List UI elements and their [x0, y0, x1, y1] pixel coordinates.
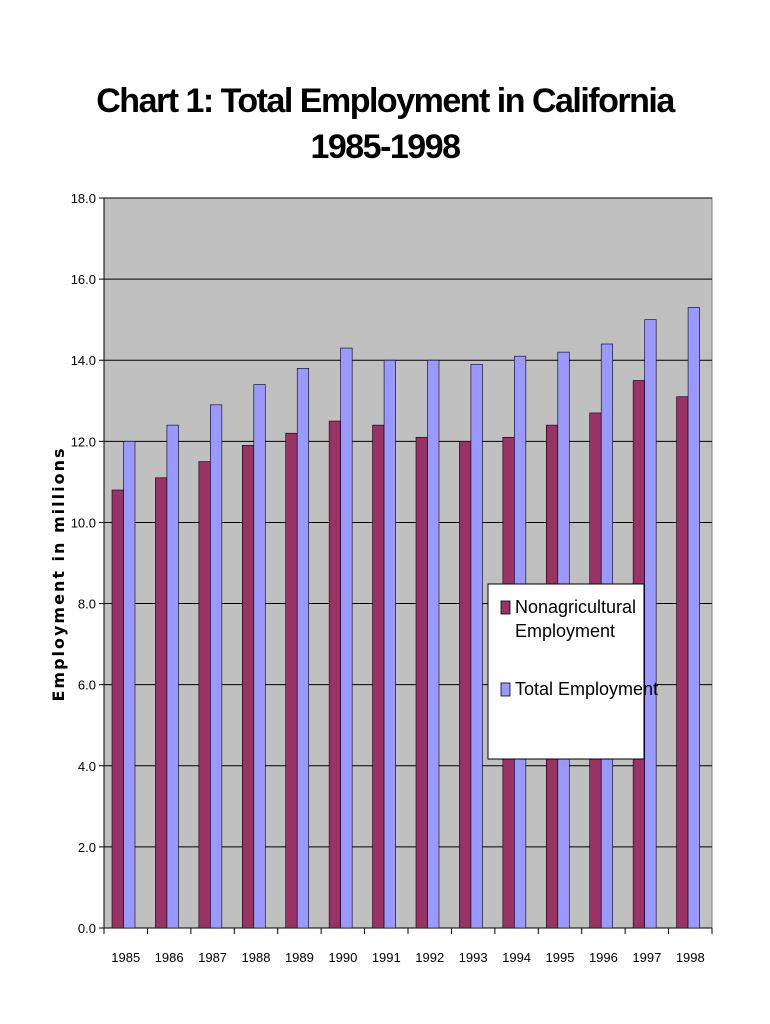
bar: [155, 478, 167, 928]
y-tick-label: 14.0: [71, 353, 96, 368]
y-tick-label: 18.0: [71, 191, 96, 206]
x-tick-label: 1989: [285, 950, 314, 965]
x-tick-label: 1988: [242, 950, 271, 965]
bar: [428, 360, 440, 928]
y-tick-label: 12.0: [71, 434, 96, 449]
bar: [199, 462, 211, 928]
bar: [459, 441, 471, 928]
plot-area: [104, 198, 712, 928]
y-tick-label: 0.0: [78, 921, 96, 936]
x-tick-label: 1987: [198, 950, 227, 965]
employment-bar-chart: 0.0 2.0 4.0 6.0 8.0 10.0 12.0 14.0 16.0 18.0 1985 1…: [0, 0, 770, 1024]
legend-swatch: [501, 683, 510, 696]
bar: [384, 360, 396, 928]
bar: [124, 441, 136, 928]
x-tick-label: 1997: [632, 950, 661, 965]
y-tick-label: 2.0: [78, 840, 96, 855]
bar: [341, 348, 353, 928]
bar: [254, 385, 265, 928]
legend-label: Nonagricultural: [515, 597, 636, 617]
bar: [297, 368, 309, 928]
bar: [112, 490, 124, 928]
x-tick-label: 1998: [676, 950, 705, 965]
x-tick-label: 1992: [415, 950, 444, 965]
bar: [645, 320, 657, 928]
x-tick-label: 1986: [155, 950, 184, 965]
bar: [471, 364, 483, 928]
x-tick-label: 1985: [111, 950, 140, 965]
legend-label: Employment: [515, 621, 615, 641]
bar: [416, 437, 428, 928]
bar: [373, 425, 385, 928]
y-tick-label: 16.0: [71, 272, 96, 287]
bar: [167, 425, 179, 928]
x-tick-label: 1994: [502, 950, 531, 965]
x-tick-label: 1993: [459, 950, 488, 965]
bar: [242, 445, 254, 928]
y-axis-title: Employment in millions: [49, 446, 68, 701]
x-tick-label: 1990: [328, 950, 357, 965]
bar: [329, 421, 341, 928]
x-tick-label: 1991: [372, 950, 401, 965]
y-tick-label: 8.0: [78, 597, 96, 612]
y-tick-label: 4.0: [78, 759, 96, 774]
x-tick-label: 1995: [546, 950, 575, 965]
bar: [677, 397, 689, 928]
y-tick-label: 6.0: [78, 678, 96, 693]
x-tick-label: 1996: [589, 950, 618, 965]
bar: [210, 405, 222, 928]
bar: [286, 433, 298, 928]
legend-swatch: [501, 601, 510, 614]
legend-label: Total Employment: [515, 679, 658, 699]
y-tick-label: 10.0: [71, 515, 96, 530]
bar: [688, 308, 700, 929]
